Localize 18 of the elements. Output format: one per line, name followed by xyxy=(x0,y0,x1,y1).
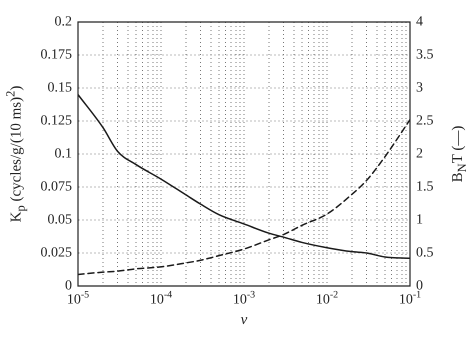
y2-tick-label: 2 xyxy=(416,146,423,162)
y-tick-label: 0.1 xyxy=(54,146,72,162)
y2-tick-label: 3.5 xyxy=(416,48,434,63)
y-tick-label: 0.125 xyxy=(40,114,72,129)
y-tick-label: 0 xyxy=(65,278,72,294)
y2-tick-label: 1 xyxy=(416,212,423,228)
x-axis-title: ν xyxy=(240,312,248,329)
y-tick-label: 0.025 xyxy=(40,246,72,261)
y2-tick-label: 4 xyxy=(416,14,423,30)
y-tick-label: 0.175 xyxy=(40,48,72,63)
y2-tick-label: 1.5 xyxy=(416,180,434,195)
y2-tick-label: 3 xyxy=(416,80,423,96)
y-tick-label: 0.075 xyxy=(40,180,72,195)
y2-tick-label: 0.5 xyxy=(416,246,434,261)
y2-tick-label: 2.5 xyxy=(416,114,434,129)
y-tick-label: 0.15 xyxy=(48,80,72,96)
y-tick-label: 0.2 xyxy=(54,14,72,30)
y-tick-label: 0.05 xyxy=(48,212,72,228)
